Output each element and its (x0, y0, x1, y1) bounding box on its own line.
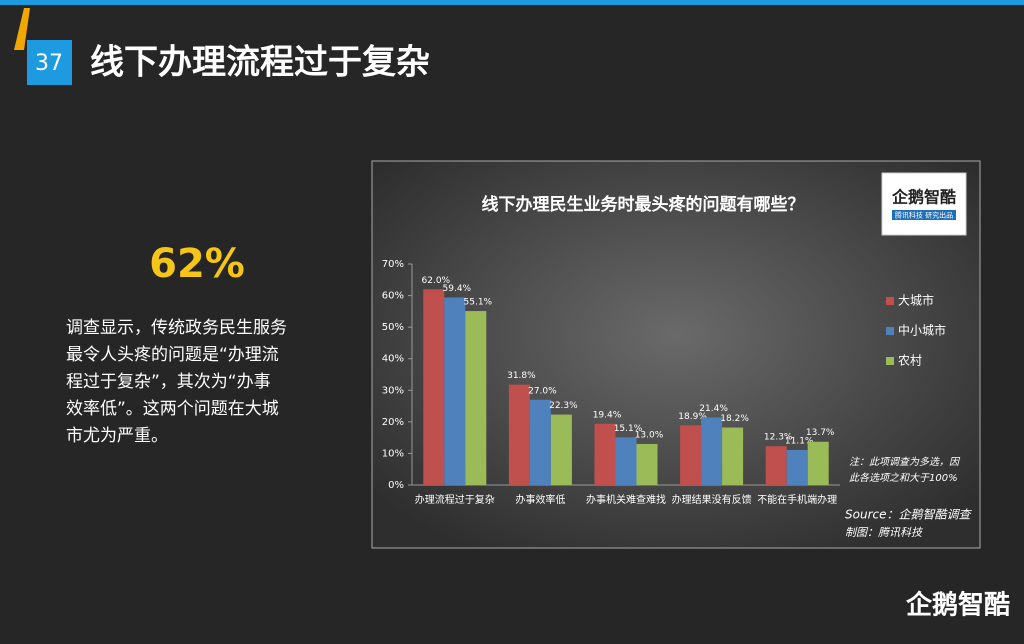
value-label: 11.1% (785, 436, 814, 446)
bar (423, 289, 445, 485)
bar (444, 297, 466, 485)
x-tick-label: 办理流程过于复杂 (415, 493, 495, 506)
badge (881, 172, 967, 236)
value-label: 27.0% (528, 386, 557, 396)
x-tick-label: 办事效率低 (515, 493, 565, 506)
bar (550, 414, 572, 485)
chart: 0% 10% 20% 30% 40% 50% 60% 70% 办理流程过于复杂 62.0%59.4… (382, 259, 961, 506)
badge-strip (892, 210, 956, 220)
bar (465, 311, 487, 485)
value-label: 21.4% (699, 404, 728, 414)
page-number-box (27, 40, 72, 85)
paragraph-line: 最令人头疼的问题是“办理流 (66, 345, 279, 365)
x-tick-label: 办事机关难查难找 (586, 493, 666, 506)
chart-title: 线下办理民生业务时最头疼的问题有哪些？ (482, 194, 805, 215)
legend-label: 农村 (898, 354, 922, 368)
y-tick-label: 0% (388, 480, 404, 491)
x-tick-label: 办理结果没有反馈 (672, 493, 752, 506)
source: Source：企鹅智酷调查 (845, 508, 972, 522)
y-tick-label: 10% (382, 448, 404, 459)
accent (14, 8, 30, 50)
value-label: 62.0% (422, 276, 451, 286)
value-label: 15.1% (614, 424, 643, 434)
bar (765, 446, 787, 485)
legend-label: 中小城市 (898, 323, 946, 338)
y-tick-label: 40% (382, 354, 404, 365)
bar (786, 449, 808, 485)
value-label: 22.3% (549, 401, 578, 411)
bar (594, 423, 616, 485)
paragraph-line: 调查显示，传统政务民生服务 (66, 318, 287, 338)
paragraph: 调查显示，传统政务民生服务最令人头疼的问题是“办理流程过于复杂”，其次为“办事效… (66, 318, 287, 446)
y-tick-label: 20% (382, 417, 404, 428)
legend-swatch (886, 357, 894, 365)
value-label: 59.4% (443, 284, 472, 294)
value-label: 13.0% (635, 430, 664, 440)
value-label: 55.1% (464, 298, 493, 308)
bar (722, 427, 744, 485)
value-label: 31.8% (507, 371, 536, 381)
bar (508, 384, 530, 485)
slide-title: 线下办理流程过于复杂 (90, 43, 430, 83)
paragraph-line: 效率低”。这两个问题在大城 (66, 399, 279, 419)
bar (680, 425, 702, 485)
top-strip (0, 0, 1024, 5)
bar (615, 437, 637, 485)
paragraph-line: 程过于复杂”，其次为“办事 (66, 372, 271, 392)
x-tick-label: 不能在手机端办理 (757, 493, 837, 506)
legend-label: 大城市 (898, 293, 934, 308)
value-label: 12.3% (764, 433, 793, 443)
y-tick-label: 70% (382, 259, 404, 270)
y-tick-label: 60% (382, 291, 404, 302)
note: 此各选项之和大于100% (849, 472, 958, 484)
y-tick-label: 30% (382, 385, 404, 396)
badge-title: 企鹅智酷 (891, 188, 956, 207)
page-number: 37 (35, 51, 63, 76)
paragraph-line: 市尤为严重。 (66, 426, 168, 446)
legend-swatch (886, 327, 894, 335)
value-label: 18.2% (720, 414, 749, 424)
bar (636, 443, 658, 485)
note: 注：此项调查为多选，因 (849, 456, 961, 468)
bar (529, 399, 551, 485)
bar (701, 417, 723, 485)
y-tick-label: 50% (382, 322, 404, 333)
badge-subtitle: 腾讯科技 研究出品 (895, 211, 953, 220)
value-label: 18.9% (678, 412, 707, 422)
credit: 制图：腾讯科技 (845, 526, 924, 539)
legend-swatch (886, 297, 894, 305)
value-label: 19.4% (593, 410, 622, 420)
bar (807, 441, 829, 485)
highlight: 62% (149, 241, 245, 287)
logo: 企鹅智酷 (906, 590, 1010, 621)
value-label: 13.7% (806, 428, 835, 438)
